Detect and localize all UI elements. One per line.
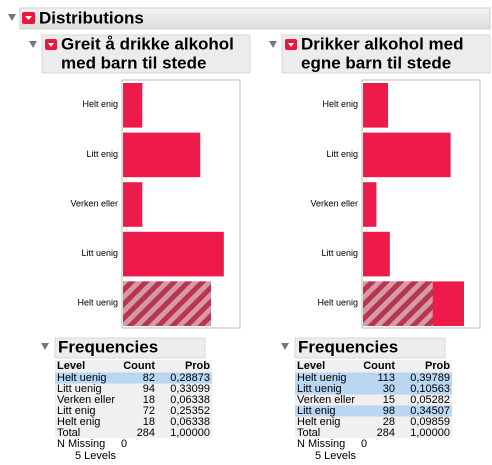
category-label: Litt enig <box>326 149 358 159</box>
menu-arrow <box>25 16 32 20</box>
cell: 18 <box>143 394 155 406</box>
bar[interactable] <box>363 231 390 277</box>
category-label: Verken eller <box>310 198 358 208</box>
cell: 0,25352 <box>170 405 210 417</box>
row-highlight <box>295 372 452 384</box>
column-header: Level <box>57 360 85 372</box>
panel-title: med barn til stede <box>61 53 206 72</box>
cell: Litt uenig <box>297 383 342 395</box>
total-cell: Total <box>57 427 80 439</box>
cell: 15 <box>383 394 395 406</box>
bar[interactable] <box>363 182 377 227</box>
cell: 0,28873 <box>170 372 210 384</box>
panel-title: egne barn til stede <box>301 53 451 72</box>
cell: 0,33099 <box>170 383 210 395</box>
category-label: Helt uenig <box>77 298 118 308</box>
freq-title: Frequencies <box>58 337 158 356</box>
cell: 28 <box>383 416 395 428</box>
disclosure[interactable] <box>269 41 277 48</box>
missing-label: N Missing <box>57 438 105 450</box>
category-label: Litt uenig <box>321 248 358 258</box>
menu-arrow <box>48 43 54 47</box>
cell: Helt uenig <box>57 372 107 384</box>
header-title: Distributions <box>39 8 144 27</box>
disclosure[interactable] <box>281 343 289 350</box>
selected-bar[interactable] <box>363 281 433 326</box>
row-highlight <box>55 372 212 384</box>
row-highlight <box>295 383 452 395</box>
bar[interactable] <box>363 132 451 178</box>
selected-bar[interactable] <box>123 281 211 326</box>
panel-title: Greit å drikke alkohol <box>61 34 234 53</box>
freq-title: Frequencies <box>298 337 398 356</box>
cell: Verken eller <box>297 394 355 406</box>
cell: 0,05282 <box>410 394 450 406</box>
title-box <box>281 34 491 74</box>
total-cell: 1,00000 <box>410 427 450 439</box>
cell: 98 <box>383 405 395 417</box>
category-label: Verken eller <box>70 198 118 208</box>
cell: Litt uenig <box>57 383 102 395</box>
category-label: Helt enig <box>82 99 118 109</box>
header-bar <box>19 7 491 30</box>
column-header: Prob <box>425 360 450 372</box>
cell: 0,10563 <box>410 383 450 395</box>
category-label: Helt enig <box>322 99 358 109</box>
cell: 82 <box>143 372 155 384</box>
cell: 72 <box>143 405 155 417</box>
column-header: Prob <box>185 360 210 372</box>
column-header: Count <box>363 360 395 372</box>
cell: 30 <box>383 383 395 395</box>
total-cell: 284 <box>137 427 155 439</box>
cell: Verken eller <box>57 394 115 406</box>
cell: Helt enig <box>57 416 100 428</box>
cell: 0,39789 <box>410 372 450 384</box>
missing-value: 0 <box>121 438 127 450</box>
panel-title: Drikker alkohol med <box>301 34 464 53</box>
freq-title-box <box>294 337 446 359</box>
cell: 0,06338 <box>170 394 210 406</box>
total-cell: 284 <box>377 427 395 439</box>
category-label: Helt uenig <box>317 298 358 308</box>
cell: Helt uenig <box>297 372 347 384</box>
total-cell: Total <box>297 427 320 439</box>
cell: Litt enig <box>57 405 96 417</box>
menu-arrow <box>288 43 294 47</box>
cell: Helt enig <box>297 416 340 428</box>
cell: 0,09859 <box>410 416 450 428</box>
cell: 18 <box>143 416 155 428</box>
disclosure[interactable] <box>29 41 37 48</box>
missing-label: N Missing <box>297 438 345 450</box>
disclosure[interactable] <box>41 343 49 350</box>
category-label: Litt uenig <box>81 248 118 258</box>
cell: 0,34507 <box>410 405 450 417</box>
cell: 0,06338 <box>170 416 210 428</box>
bar[interactable] <box>123 182 143 227</box>
bar[interactable] <box>123 132 201 178</box>
column-header: Count <box>123 360 155 372</box>
row-highlight <box>295 405 452 417</box>
column-header: Level <box>297 360 325 372</box>
category-label: Litt enig <box>86 149 118 159</box>
bar[interactable] <box>123 231 224 277</box>
cell: Litt enig <box>297 405 336 417</box>
cell: 94 <box>143 383 155 395</box>
missing-value: 0 <box>361 438 367 450</box>
disclosure[interactable] <box>8 14 16 21</box>
levels: 5 Levels <box>75 450 116 462</box>
freq-title-box <box>54 337 206 359</box>
total-cell: 1,00000 <box>170 427 210 439</box>
cell: 113 <box>377 372 395 384</box>
bar[interactable] <box>123 83 143 128</box>
bar[interactable] <box>363 83 389 128</box>
levels: 5 Levels <box>315 450 356 462</box>
title-box <box>41 34 251 74</box>
